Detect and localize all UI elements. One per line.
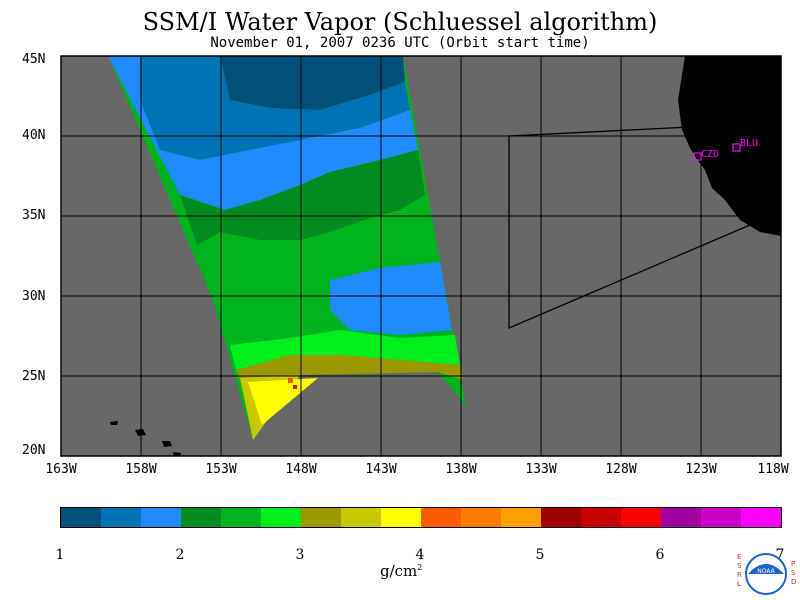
domain-boundary-path xyxy=(508,126,751,329)
lat-label-25n: 25N xyxy=(22,369,46,384)
vapor-band-bright-green xyxy=(230,330,460,370)
lat-label-45n: 45N xyxy=(22,52,46,67)
land-hawaii-3 xyxy=(162,441,172,447)
colorbar-swatch xyxy=(541,508,581,527)
colorbar-swatch xyxy=(461,508,501,527)
land-hawaii-1 xyxy=(110,421,118,425)
vapor-band-dark-blue xyxy=(220,56,405,110)
colorbar-swatch xyxy=(701,508,741,527)
vapor-band-light-blue-north xyxy=(108,56,418,210)
map-subtitle: November 01, 2007 0236 UTC (Orbit start … xyxy=(210,35,590,51)
station-blu-marker xyxy=(732,143,741,152)
vapor-spot-red xyxy=(293,385,297,389)
lon-label-118w: 118W xyxy=(757,462,789,477)
lat-label-35n: 35N xyxy=(22,208,46,223)
station-czd: CZD xyxy=(693,149,719,161)
station-blu-label: BLU xyxy=(740,138,758,149)
noaa-logo-sea xyxy=(748,574,784,582)
lat-label-20n: 20N xyxy=(22,443,46,458)
vapor-band-mid-blue xyxy=(140,56,410,160)
colorbar-swatch xyxy=(661,508,701,527)
colorbar-swatch xyxy=(101,508,141,527)
colorbar-frame xyxy=(60,507,782,528)
colorbar-tick-5: 5 xyxy=(535,547,545,563)
vapor-spot-orange xyxy=(288,378,293,383)
noaa-logo-text: NOAA xyxy=(757,568,775,575)
swath xyxy=(108,56,466,440)
colorbar-swatch xyxy=(621,508,661,527)
colorbar-tick-7: 7 xyxy=(775,547,785,563)
units-superscript: 2 xyxy=(417,563,423,572)
map-title: SSM/I Water Vapor (Schluessel algorithm) xyxy=(142,8,658,36)
lon-label-158w: 158W xyxy=(125,462,157,477)
map-grid xyxy=(61,56,781,456)
land-north-america xyxy=(678,56,781,236)
vapor-band-olive xyxy=(236,355,463,380)
lon-label-143w: 143W xyxy=(365,462,397,477)
colorbar-swatch xyxy=(341,508,381,527)
colorbar-swatch xyxy=(581,508,621,527)
colorbar-swatch xyxy=(381,508,421,527)
lon-label-148w: 148W xyxy=(285,462,317,477)
lon-label-123w: 123W xyxy=(685,462,717,477)
station-czd-label: CZD xyxy=(701,149,719,160)
noaa-logo-gull xyxy=(748,564,784,574)
vapor-band-light-blue-south xyxy=(330,262,452,335)
colorbar-units: g/cm2 xyxy=(380,562,422,580)
lon-label-163w: 163W xyxy=(45,462,77,477)
lon-label-138w: 138W xyxy=(445,462,477,477)
colorbar-swatch xyxy=(741,508,781,527)
colorbar-swatch xyxy=(61,508,101,527)
colorbar-tick-4: 4 xyxy=(415,547,425,563)
colorbar-swatch xyxy=(221,508,261,527)
lon-label-153w: 153W xyxy=(205,462,237,477)
colorbar-swatch xyxy=(141,508,181,527)
colorbar-swatch xyxy=(181,508,221,527)
colorbar-swatch xyxy=(301,508,341,527)
units-text: g/cm xyxy=(380,562,418,580)
colorbar-tick-2: 2 xyxy=(175,547,185,563)
lon-label-128w: 128W xyxy=(605,462,637,477)
colorbar-tick-3: 3 xyxy=(295,547,305,563)
station-czd-marker xyxy=(693,152,702,161)
lon-label-133w: 133W xyxy=(525,462,557,477)
colorbar-tick-6: 6 xyxy=(655,547,665,563)
vapor-band-green-mid xyxy=(180,150,425,245)
colorbar-swatch xyxy=(501,508,541,527)
lat-label-40n: 40N xyxy=(22,128,46,143)
colorbar-tick-1: 1 xyxy=(55,547,65,563)
plot-frame xyxy=(60,55,782,457)
colorbar-swatch xyxy=(421,508,461,527)
land-hawaii-4 xyxy=(173,452,181,456)
colorbar-swatch xyxy=(261,508,301,527)
lat-label-30n: 30N xyxy=(22,289,46,304)
station-blu: BLU xyxy=(732,138,758,152)
